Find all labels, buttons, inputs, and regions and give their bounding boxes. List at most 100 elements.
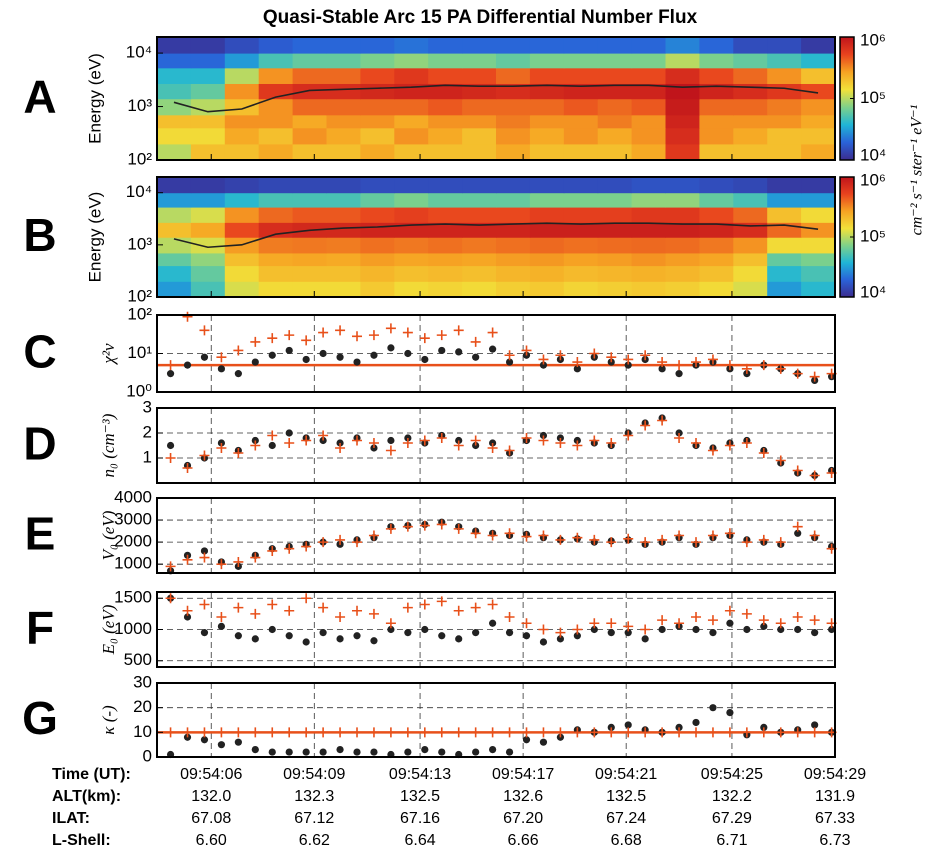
cross-marker xyxy=(538,354,549,365)
dot-marker xyxy=(370,351,378,359)
heatmap-cell xyxy=(529,281,565,298)
heatmap-cell xyxy=(529,98,565,116)
cross-marker xyxy=(233,448,244,458)
heatmap-cell xyxy=(360,265,395,282)
colorbar-label: cm⁻² s⁻¹ ster⁻¹ eV⁻¹ xyxy=(909,104,926,235)
dot-marker xyxy=(285,429,293,437)
heatmap-cell xyxy=(157,177,192,194)
heatmap-cell xyxy=(665,53,700,69)
heatmap-cell xyxy=(224,177,260,194)
y-tick-label: 3000 xyxy=(114,510,152,529)
heatmap-cell xyxy=(529,237,565,254)
heatmap-cell xyxy=(462,83,497,100)
cross-marker xyxy=(216,612,227,622)
heatmap-cell xyxy=(462,98,497,116)
heatmap-cell xyxy=(733,265,768,282)
heatmap-cell xyxy=(496,237,531,254)
heatmap-cell xyxy=(258,53,294,69)
heatmap-cell xyxy=(529,127,565,145)
heatmap-cell xyxy=(801,265,836,282)
heatmap-cell xyxy=(801,67,836,84)
dot-marker xyxy=(404,629,412,637)
heatmap-cell xyxy=(224,67,260,84)
dot-marker xyxy=(319,629,327,637)
plot-frame xyxy=(156,36,836,161)
heatmap-cell xyxy=(801,143,836,161)
heatmap-cell xyxy=(190,143,226,161)
cross-marker xyxy=(199,552,210,563)
dot-marker xyxy=(251,635,259,643)
panel: E V₀ (eV)1000 2000 3000 4000 xyxy=(25,487,837,575)
heatmap-cell xyxy=(699,265,734,282)
cross-marker xyxy=(572,440,583,451)
heatmap-cell xyxy=(326,67,361,84)
heatmap-cell xyxy=(258,98,294,116)
heatmap-cell xyxy=(157,53,192,69)
heatmap-cell xyxy=(224,222,260,238)
dot-marker xyxy=(675,370,683,378)
cross-marker xyxy=(385,618,396,629)
cross-marker xyxy=(589,534,600,545)
heatmap-cell xyxy=(360,222,395,238)
heatmap-cell xyxy=(733,237,768,254)
dot-marker xyxy=(438,346,446,355)
dot-marker xyxy=(590,625,598,634)
cross-marker xyxy=(318,537,329,548)
heatmap-cell xyxy=(258,207,294,223)
cross-marker xyxy=(199,325,210,336)
heatmap-cell xyxy=(767,207,802,223)
cross-marker xyxy=(504,445,515,456)
cross-marker xyxy=(707,530,718,541)
panel-letter: F xyxy=(26,602,54,654)
cross-marker xyxy=(335,727,346,738)
heatmap-cell xyxy=(529,192,565,208)
cross-marker xyxy=(368,530,379,541)
dot-marker xyxy=(302,748,310,756)
heatmap-cell xyxy=(699,143,734,161)
cross-marker xyxy=(555,627,566,638)
heatmap-cell xyxy=(563,98,599,116)
heatmap-cell xyxy=(190,265,226,282)
heatmap-cell xyxy=(326,114,361,129)
dot-marker xyxy=(166,441,175,450)
heatmap-cell xyxy=(190,281,226,298)
heatmap-cell xyxy=(699,98,734,116)
cross-marker xyxy=(555,727,566,738)
heatmap-cell xyxy=(428,252,463,267)
cross-marker xyxy=(606,352,617,363)
heatmap-cell xyxy=(699,37,734,54)
heatmap-cell xyxy=(428,127,463,145)
cross-marker xyxy=(385,445,396,456)
heatmap-cell xyxy=(733,192,768,208)
cross-marker xyxy=(199,727,210,738)
heatmap-cell xyxy=(292,265,327,282)
cross-marker xyxy=(165,561,176,572)
heatmap-cell xyxy=(394,207,429,223)
y-tick-label: 10² xyxy=(127,286,152,305)
dot-marker xyxy=(251,746,259,754)
heatmap-cell xyxy=(801,237,836,254)
dot-marker xyxy=(336,746,344,754)
heatmap-cell xyxy=(428,143,463,161)
heatmap-cell xyxy=(699,127,734,145)
cross-marker xyxy=(352,605,363,616)
dot-marker xyxy=(234,370,242,378)
dot-marker xyxy=(658,625,666,634)
cross-marker xyxy=(538,530,549,541)
cross-marker xyxy=(470,528,481,539)
dot-marker xyxy=(166,370,175,378)
dot-marker xyxy=(573,365,581,373)
cross-marker xyxy=(233,602,244,613)
heatmap-cell xyxy=(462,37,497,54)
heatmap-cell xyxy=(292,53,327,69)
cross-marker xyxy=(775,618,786,629)
dot-marker xyxy=(811,629,819,637)
heatmap-cell xyxy=(428,83,463,100)
cross-marker xyxy=(301,593,312,604)
cross-marker xyxy=(487,599,498,610)
heatmap-cell xyxy=(462,252,497,267)
dot-marker xyxy=(387,344,395,352)
cross-marker xyxy=(182,463,193,473)
cross-marker xyxy=(487,530,498,541)
